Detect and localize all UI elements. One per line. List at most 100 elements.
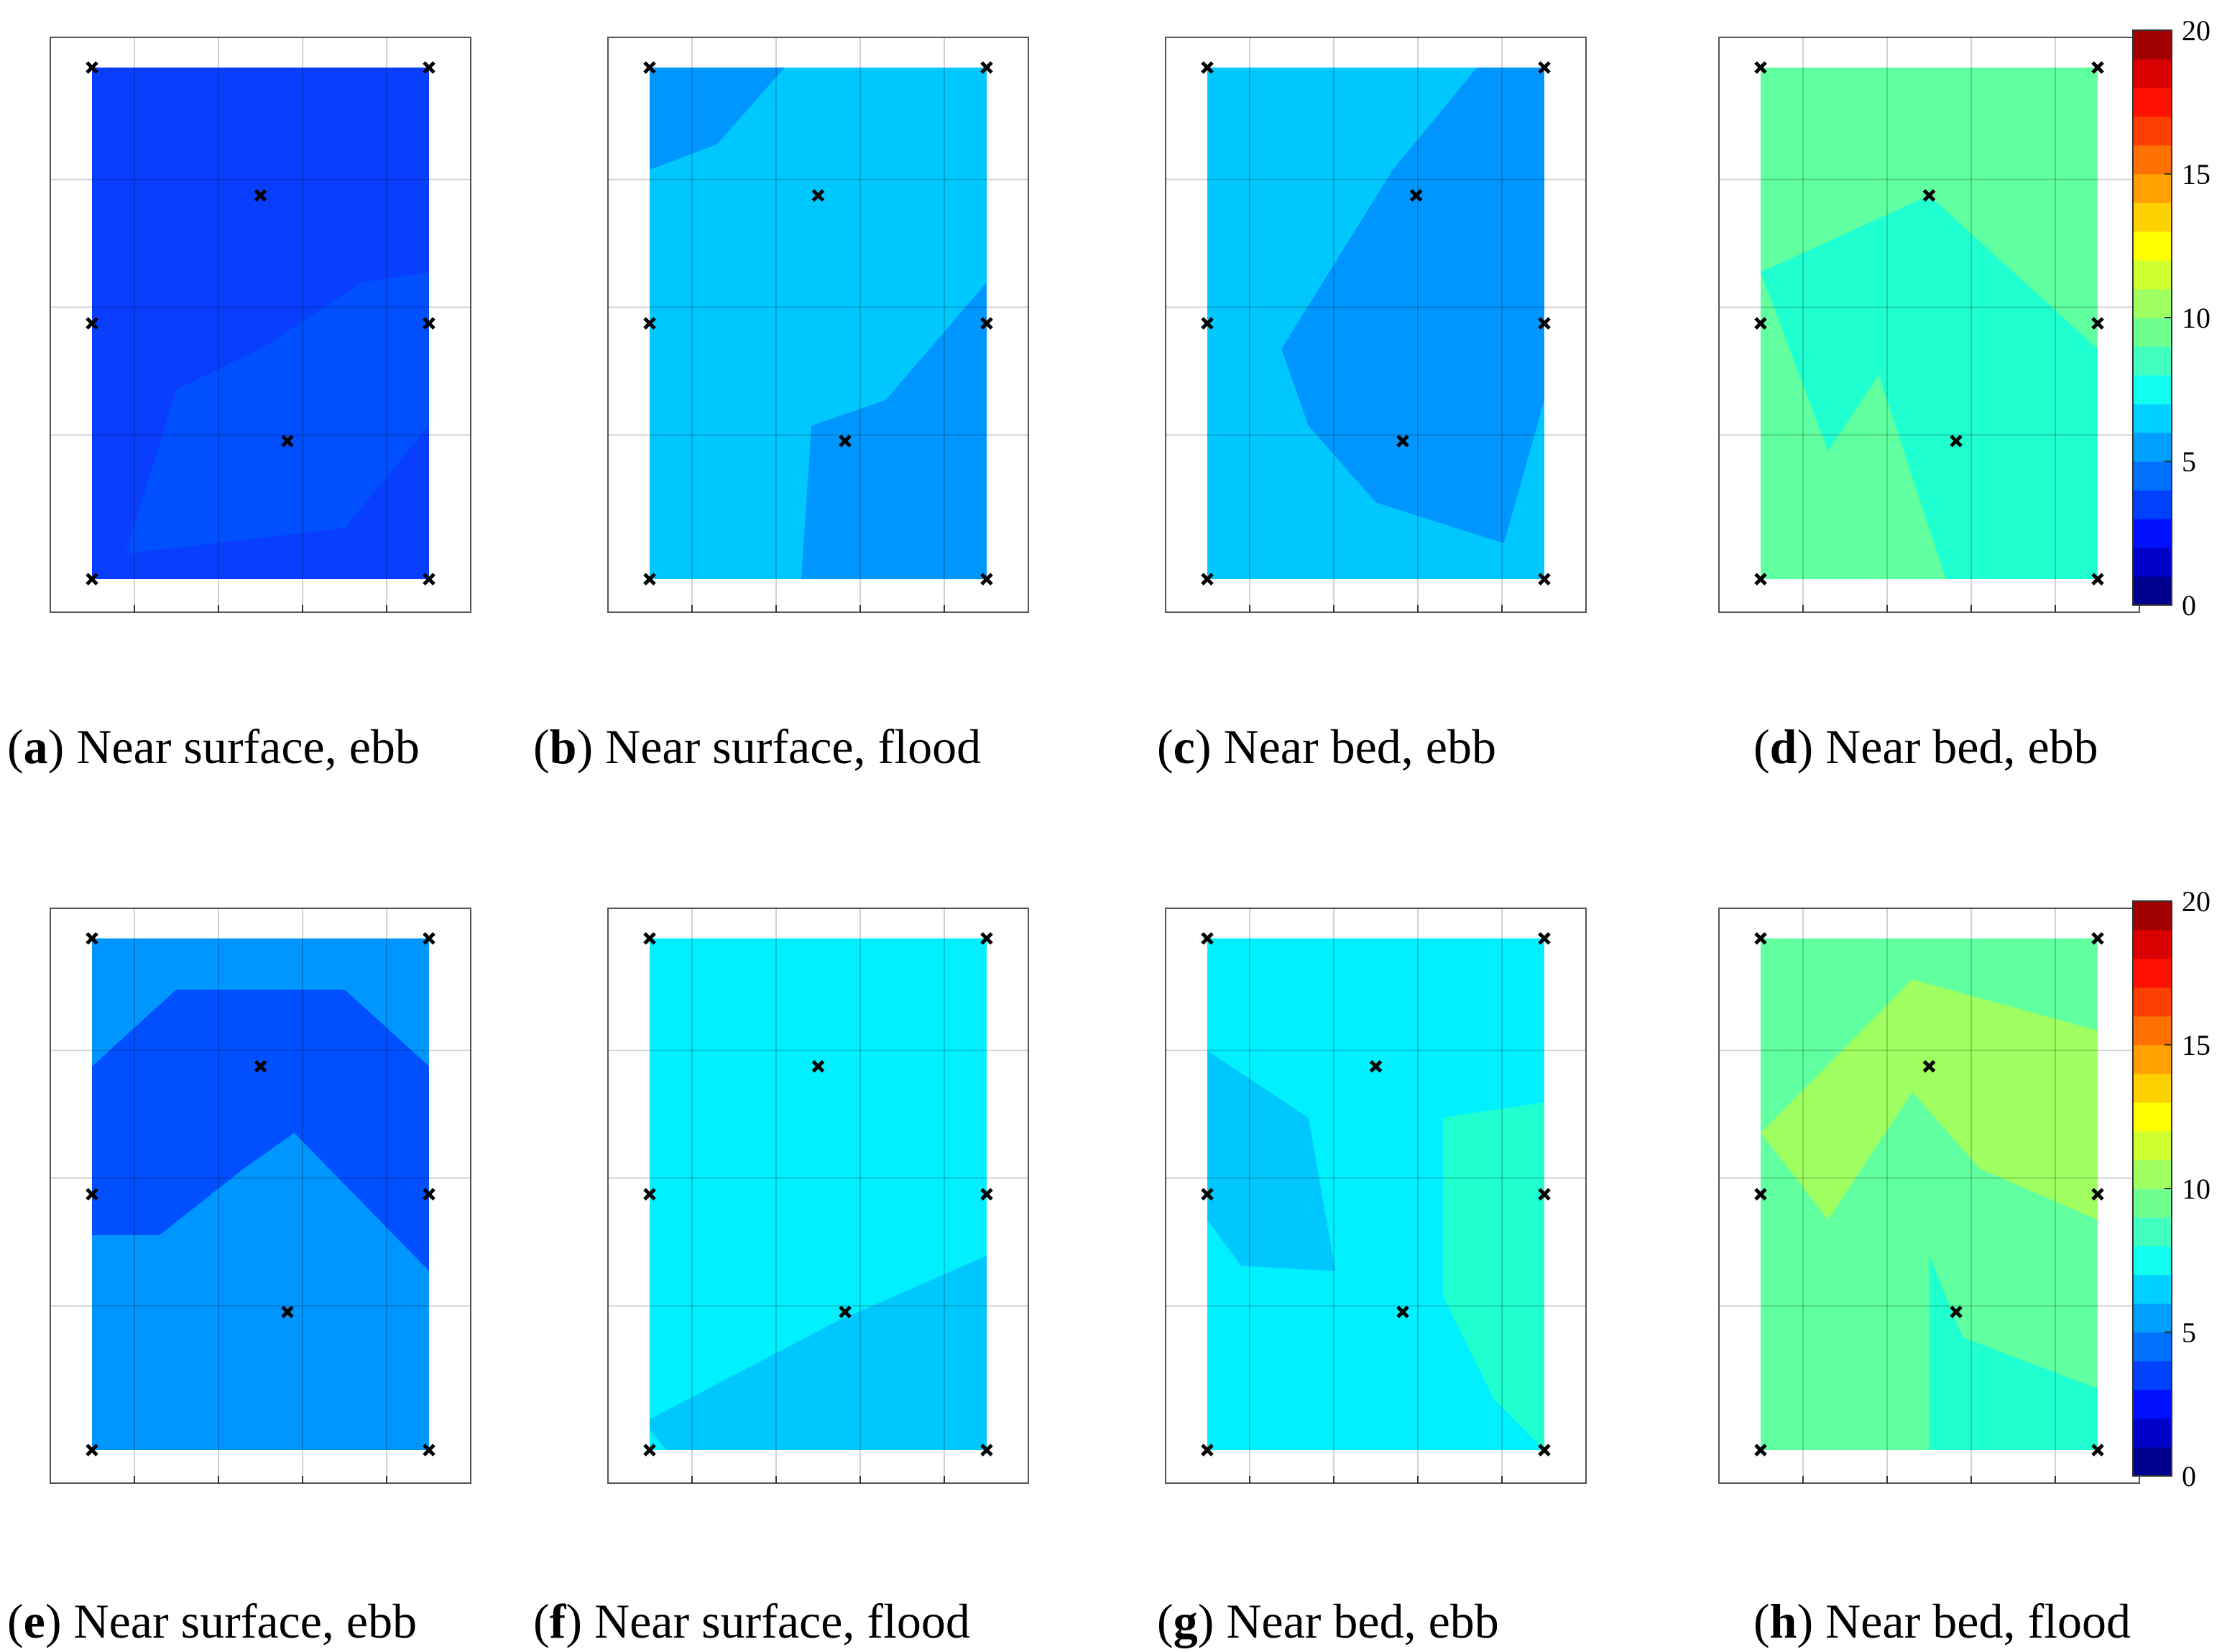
sensor-marker (86, 573, 98, 586)
grid (608, 37, 1028, 612)
caption-letter: b (549, 719, 577, 774)
colorbar-segment (2133, 490, 2172, 520)
colorbar-segment (2133, 1303, 2172, 1333)
colorbar-segment (2133, 1246, 2172, 1275)
sensor-marker (281, 1305, 294, 1319)
colorbar-segment (2133, 88, 2172, 117)
sensor-marker (811, 189, 825, 202)
panel-h (1718, 908, 2140, 1484)
colorbar-segment (2133, 1217, 2172, 1247)
sensor-marker (1538, 932, 1551, 945)
sensor-marker (86, 317, 98, 330)
sensor-marker (254, 1060, 267, 1073)
colorbar-segment (2133, 901, 2172, 931)
sensor-marker (1396, 1305, 1409, 1319)
sensor-marker (2091, 1444, 2104, 1457)
caption-text: Near surface, flood (605, 719, 982, 774)
colorbar-tick-label: 10 (2182, 302, 2211, 334)
sensor-marker (423, 317, 435, 330)
grid (1166, 37, 1586, 612)
caption-letter: f (549, 1594, 566, 1648)
colorbar-segment (2133, 1016, 2172, 1046)
grid (1166, 908, 1586, 1483)
sensor-marker (1922, 189, 1936, 202)
sensor-marker (1396, 434, 1409, 448)
sensor-marker (423, 61, 435, 74)
sensor-marker (2091, 573, 2104, 586)
grid (50, 908, 471, 1483)
contour-region-1 (92, 989, 429, 1271)
sensor-marker (1201, 1188, 1214, 1201)
sensor-marker (1410, 189, 1423, 202)
colorbar-segment (2133, 116, 2172, 146)
caption-c: (c) Near bed, ebb (1157, 719, 1496, 774)
sensor-marker (423, 1444, 435, 1457)
colorbar-segment (2133, 145, 2172, 175)
colorbar-segment (2133, 260, 2172, 290)
caption-text: Near bed, ebb (1825, 719, 2098, 774)
sensor-marker (643, 317, 656, 330)
caption-text: Near surface, ebb (73, 1594, 418, 1648)
sensor-marker (86, 61, 98, 74)
colorbar-segment (2133, 959, 2172, 988)
sensor-marker (1538, 573, 1551, 586)
sensor-marker (980, 932, 993, 945)
colorbar-segment (2133, 461, 2172, 491)
sensor-marker (1538, 1444, 1551, 1457)
caption-letter: c (1173, 719, 1195, 774)
colorbar-tick-label: 10 (2182, 1173, 2211, 1205)
sensor-marker (1922, 1060, 1936, 1073)
panel-a (50, 37, 471, 613)
sensor-marker (2091, 317, 2104, 330)
sensor-marker (643, 1444, 656, 1457)
sensor-marker (86, 932, 98, 945)
sensor-marker (980, 317, 993, 330)
sensor-marker (1754, 61, 1767, 74)
colorbar-segment (2133, 1418, 2172, 1448)
colorbar-top: 0 5 10 15 20 (2132, 14, 2211, 622)
contour-region-2 (1929, 1255, 2098, 1450)
panel-b (607, 37, 1029, 613)
caption-d: (d) Near bed, ebb (1753, 719, 2098, 774)
colorbar-segment (2133, 1332, 2172, 1362)
sensor-marker (839, 434, 852, 448)
caption-text: Near surface, ebb (76, 719, 420, 774)
sensor-marker (980, 1444, 993, 1457)
caption-a: (a) Near surface, ebb (7, 719, 420, 774)
colorbar-tick-label: 20 (2182, 14, 2211, 47)
sensor-marker (1538, 1188, 1551, 1201)
sensor-marker (1201, 317, 1214, 330)
colorbar-segment (2133, 1275, 2172, 1304)
sensor-marker (643, 1188, 656, 1201)
caption-text: Near bed, ebb (1226, 1594, 1499, 1648)
colorbar-tick-label: 20 (2182, 885, 2211, 918)
sensor-marker (811, 1060, 825, 1073)
colorbar-segment (2133, 576, 2172, 606)
sensor-marker (2091, 61, 2104, 74)
grid (1719, 37, 2139, 612)
contour-region-2 (1443, 1102, 1544, 1450)
caption-h: (h) Near bed, flood (1753, 1594, 2131, 1648)
colorbar-segment (2133, 519, 2172, 548)
sensor-marker (423, 573, 435, 586)
caption-text: Near bed, flood (1825, 1594, 2131, 1648)
colorbar-segment (2133, 548, 2172, 577)
sensor-marker (86, 1188, 98, 1201)
sensor-marker (423, 1188, 435, 1201)
sensor-marker (2091, 1188, 2104, 1201)
caption-letter: h (1769, 1594, 1797, 1648)
colorbar-tick-label: 0 (2182, 1460, 2196, 1492)
caption-letter: g (1173, 1594, 1198, 1648)
caption-letter: d (1769, 719, 1797, 774)
colorbar-segment (2133, 289, 2172, 318)
caption-g: (g) Near bed, ebb (1157, 1594, 1499, 1648)
colorbar-tick-label: 15 (2182, 158, 2211, 190)
colorbar-segment (2133, 1447, 2172, 1477)
sensor-marker (1538, 317, 1551, 330)
sensor-marker (1754, 573, 1767, 586)
contour-region-1 (1761, 979, 2098, 1220)
colorbar-segment (2133, 346, 2172, 376)
colorbar-segment (2133, 1074, 2172, 1103)
colorbar-segment (2133, 1390, 2172, 1419)
